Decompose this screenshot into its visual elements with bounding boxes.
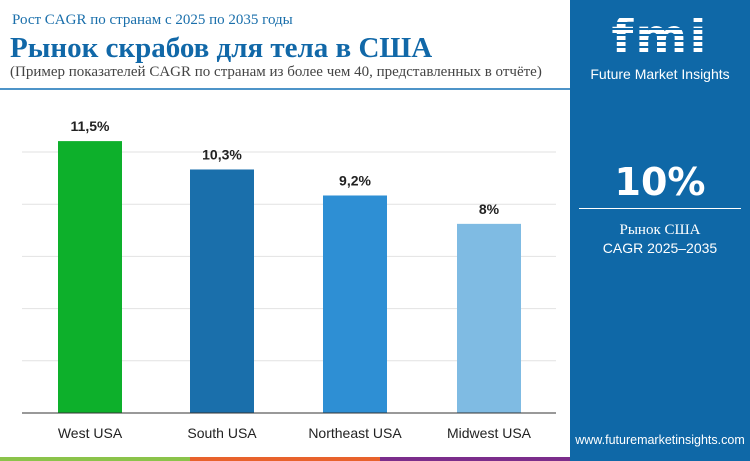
side-panel: fmi Future Market Insights 10% Рынок США…	[570, 0, 750, 461]
category-label: Midwest USA	[447, 425, 532, 441]
market-label: Рынок США	[619, 222, 701, 238]
bar-chart: 11,5% West USA 10,3% South USA 9,2% Northeast…	[22, 118, 556, 441]
category-label: South USA	[187, 425, 257, 441]
bar-northeast-usa	[323, 195, 387, 413]
data-label: 11,5%	[71, 118, 110, 134]
bar-south-usa	[190, 169, 254, 413]
data-label: 8%	[479, 201, 500, 217]
category-label: Northeast USA	[308, 425, 402, 441]
data-label: 10,3%	[202, 146, 242, 162]
panel-divider	[579, 208, 741, 209]
chart-subtitle: Рост CAGR по странам с 2025 по 2035 годы	[12, 12, 293, 28]
cagr-period: CAGR 2025–2035	[602, 240, 718, 256]
stripe-orange	[190, 457, 380, 461]
brand-name: Future Market Insights	[590, 66, 730, 82]
bar-west-usa	[58, 141, 122, 413]
stripe-green	[0, 457, 190, 461]
chart-note: (Пример показателей CAGR по странам из б…	[10, 64, 542, 80]
data-label: 9,2%	[339, 172, 371, 188]
website-link[interactable]: www.futuremarketinsights.com	[575, 433, 745, 447]
stripe-purple	[380, 457, 570, 461]
chart-title: Рынок скрабов для тела в США	[10, 32, 433, 64]
bar-midwest-usa	[457, 223, 521, 413]
header-divider	[0, 88, 570, 90]
fmi-logo: fmi	[570, 12, 750, 62]
cagr-value: 10%	[614, 160, 706, 204]
category-label: West USA	[58, 425, 123, 441]
